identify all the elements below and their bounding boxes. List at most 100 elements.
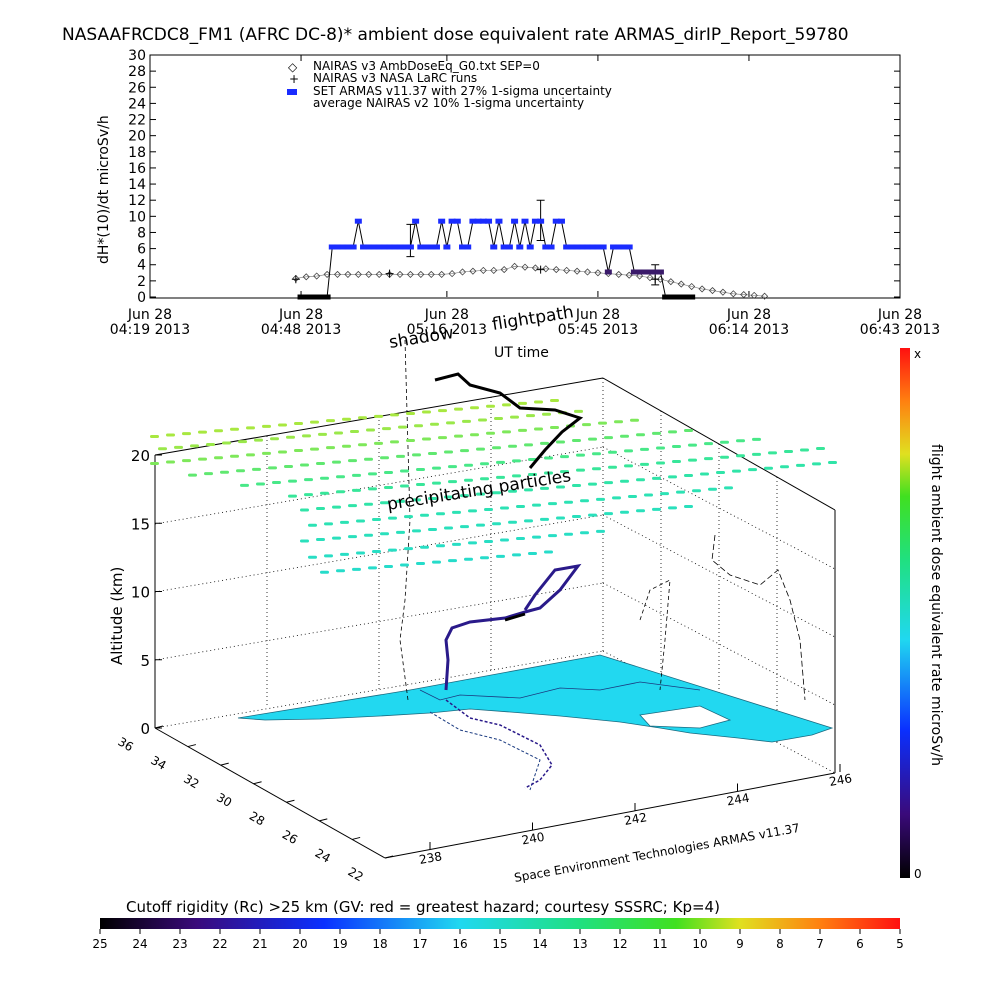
flight-path-ground	[445, 699, 553, 789]
armas-point	[438, 218, 446, 224]
particle-mark	[332, 505, 341, 509]
armas-point	[370, 244, 378, 250]
rigidity-tick-label: 12	[612, 937, 627, 951]
y-tick-label: 20	[128, 129, 146, 145]
nairas-point	[688, 282, 696, 291]
particle-mark	[518, 401, 527, 405]
particle-mark	[780, 465, 789, 469]
nairas-point	[365, 270, 373, 278]
particle-mark	[592, 452, 601, 456]
armas-point	[495, 218, 503, 224]
particle-mark	[548, 534, 557, 538]
rigidity-tick-label: 15	[492, 937, 507, 951]
longitude-tick-group: 238 240 242 244 246	[418, 764, 853, 867]
armas-point	[453, 218, 461, 224]
particle-mark	[342, 417, 351, 421]
particle-mark	[486, 404, 495, 408]
particle-mark	[316, 507, 325, 511]
coast-island	[639, 705, 732, 729]
armas-point	[406, 244, 414, 250]
particle-mark	[352, 488, 361, 492]
y-tick-label: 0	[137, 290, 146, 306]
z-tick-label: 5	[140, 652, 150, 670]
rigidity-tick-label: 7	[816, 937, 824, 951]
y-tick-label: 2	[137, 274, 146, 290]
particle-mark	[420, 513, 429, 517]
particle-mark	[158, 447, 167, 451]
particle-mark	[672, 460, 681, 464]
lat-tick-label: 30	[214, 790, 234, 810]
particle-mark	[476, 447, 485, 451]
nairas-point	[490, 266, 498, 274]
particle-mark	[736, 454, 745, 458]
particle-mark	[300, 508, 309, 512]
particle-mark	[316, 538, 325, 542]
particle-mark	[556, 440, 565, 444]
particle-mark	[608, 465, 617, 469]
particle-mark	[596, 497, 605, 501]
particle-mark	[368, 472, 377, 476]
larc-point	[385, 269, 394, 278]
particle-mark	[348, 535, 357, 539]
particle-mark	[304, 493, 313, 497]
armas-point	[459, 244, 466, 250]
particle-mark	[446, 421, 455, 425]
particle-mark	[512, 459, 521, 463]
particle-mark	[462, 419, 471, 423]
particle-mark	[764, 466, 773, 470]
particle-mark	[348, 459, 357, 463]
particle-mark	[588, 482, 597, 486]
lat-tick-label: 36	[116, 734, 136, 754]
particle-mark	[382, 427, 391, 431]
y-tick-label: 30	[128, 48, 146, 64]
particle-mark	[704, 457, 713, 461]
armas-point	[427, 244, 435, 250]
z-tick-label: 10	[131, 584, 150, 602]
rigidity-tick-label: 25	[92, 937, 107, 951]
shadow-track-right	[711, 534, 806, 701]
particle-mark	[516, 537, 525, 541]
particle-mark	[262, 451, 271, 455]
time-series-panel: dH*(10)/dt microSv/h 0246810121416182022…	[96, 48, 940, 361]
particle-mark	[636, 478, 645, 482]
armas-point	[584, 244, 591, 250]
particle-mark	[476, 492, 485, 496]
y-tick-label: 4	[137, 258, 146, 274]
nairas-point	[427, 270, 435, 278]
particle-mark	[432, 560, 441, 564]
rigidity-tick-label: 16	[452, 937, 467, 951]
particle-mark	[308, 555, 317, 559]
particle-mark	[656, 446, 665, 450]
nairas-point	[344, 270, 352, 278]
particle-mark	[214, 456, 223, 460]
particle-mark	[640, 447, 649, 451]
particle-mark	[412, 453, 421, 457]
annotation-shadow: shadow	[388, 323, 456, 353]
x-tick-label-time: 05:45 2013	[558, 322, 638, 338]
particle-mark	[560, 455, 569, 459]
armas-point	[396, 244, 404, 250]
armas-point	[625, 244, 633, 250]
particle-mark	[380, 456, 389, 460]
nairas-point	[323, 270, 331, 278]
particle-mark	[272, 481, 281, 485]
nairas-point	[511, 262, 519, 270]
particle-mark	[620, 510, 629, 514]
armas-point	[313, 294, 321, 300]
armas-point	[344, 244, 352, 250]
armas-point	[380, 244, 388, 250]
particle-mark	[294, 422, 303, 426]
particle-mark	[688, 443, 697, 447]
series-nairas-larc	[291, 199, 660, 286]
armas-point	[656, 269, 664, 275]
box-frame	[154, 377, 836, 859]
particle-mark	[532, 503, 541, 507]
z-tick-group: 0 5 10 15 20	[131, 447, 162, 738]
particle-mark	[736, 439, 745, 443]
legend-label-nairas-v2: average NAIRAS v2 10% 1-sigma uncertaint…	[313, 96, 584, 110]
armas-point	[360, 244, 368, 250]
nairas-point	[354, 270, 362, 278]
particle-mark	[320, 476, 329, 480]
x-tick-label-date: Jun 28	[424, 307, 469, 323]
rigidity-tick-label: 9	[736, 937, 744, 951]
